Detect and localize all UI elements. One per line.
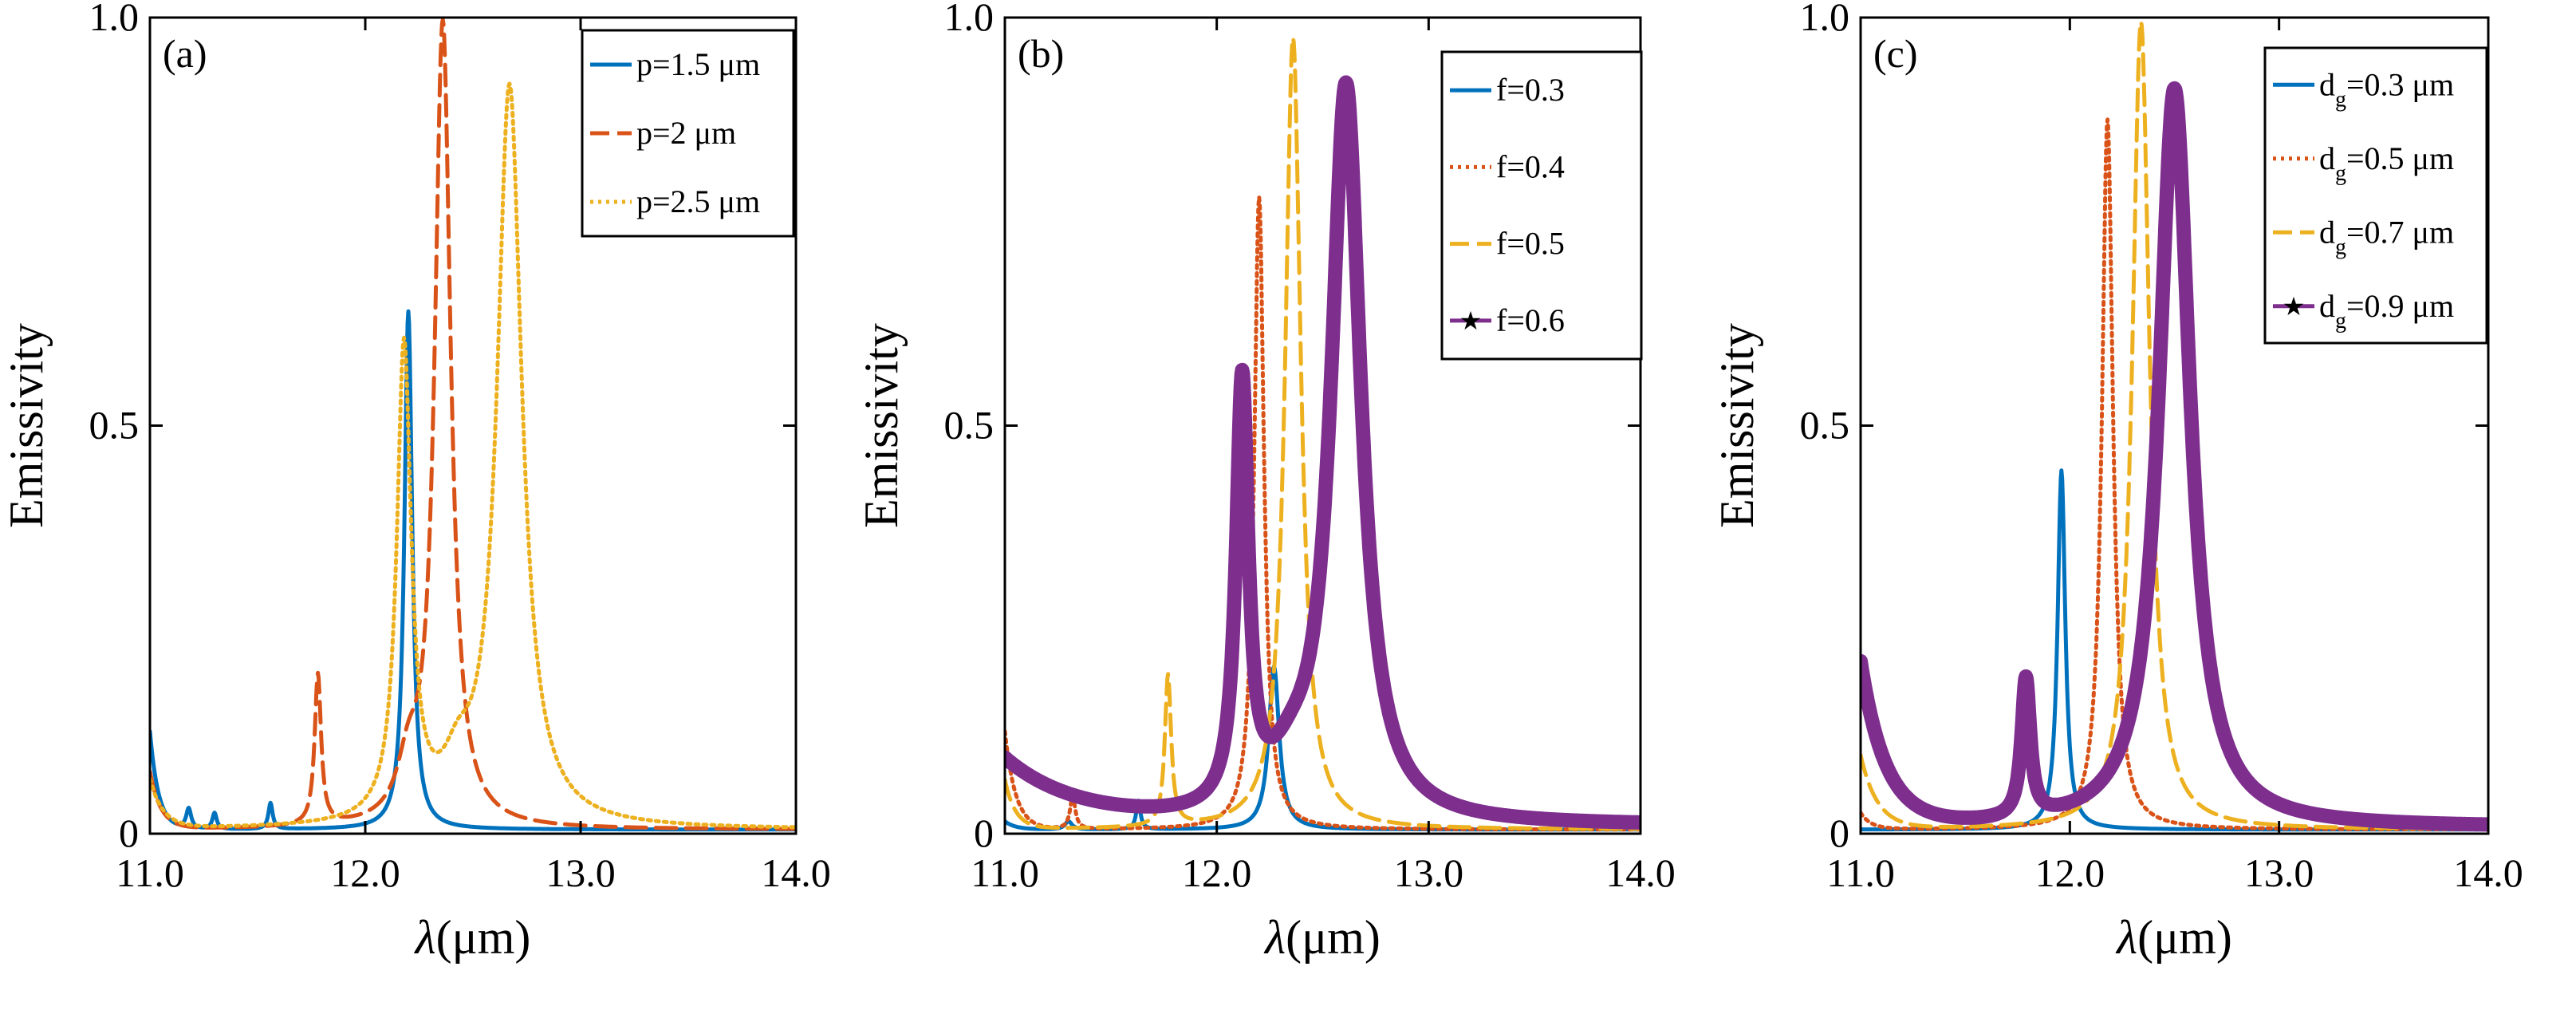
y-tick-label: 0 [1830, 811, 1849, 855]
series-line-3 [1005, 35, 1641, 831]
series-line-2 [1005, 195, 1641, 832]
legend-label: f=0.3 [1496, 72, 1565, 108]
x-tick-label: 12.0 [2035, 850, 2105, 895]
x-tick-label: 13.0 [1394, 850, 1464, 895]
y-axis-title: Emissivity [855, 323, 908, 528]
legend-box [2263, 46, 2488, 345]
x-tick-label: 13.0 [2244, 850, 2314, 895]
y-tick-label: 1.0 [89, 0, 140, 39]
x-tick-label: 12.0 [330, 850, 400, 895]
series-line-1 [1861, 468, 2488, 832]
legend-label: dg=0.7 μm [2319, 214, 2454, 259]
panel-label: (a) [163, 31, 207, 76]
legend-label: p=2 μm [636, 115, 736, 151]
series-line-4 [1005, 75, 1641, 830]
chart-panel-3: 11.0 12.0 13.0 14.0 0 0.5 1.0 λ(μm) Emissivity (c… [1711, 0, 2523, 964]
legend-label: f=0.6 [1496, 302, 1565, 338]
y-tick-label: 0.5 [1800, 403, 1850, 448]
legend-star-marker: ★ [1459, 306, 1483, 335]
x-tick-label: 14.0 [1605, 850, 1676, 895]
series-line-2 [150, 18, 796, 831]
legend: p=1.5 μm p=2 μm p=2.5 μm [581, 29, 795, 238]
legend-star-marker: ★ [2283, 292, 2306, 321]
legend-label: p=1.5 μm [636, 46, 760, 82]
panel-label: (b) [1018, 31, 1064, 76]
plot-area [1005, 35, 1641, 832]
x-axis-title: λ(μm) [1263, 911, 1381, 964]
x-tick-label: 14.0 [2453, 850, 2523, 895]
x-tick-label: 13.0 [546, 850, 616, 895]
legend-label: dg=0.5 μm [2319, 140, 2454, 186]
legend: dg=0.3 μm dg=0.5 μm dg=0.7 μm ★ dg=0.9 μm [2263, 46, 2488, 345]
legend-label: dg=0.9 μm [2319, 288, 2454, 333]
y-tick-label: 1.0 [1800, 0, 1850, 39]
x-axis-title: λ(μm) [2115, 911, 2232, 964]
panels-container: 11.0 12.0 13.0 14.0 0 0.5 1.0 λ(μm) Emissivity (a… [0, 0, 2523, 964]
y-axis-title: Emissivity [1711, 323, 1763, 528]
panel-label: (c) [1873, 31, 1918, 76]
x-tick-label: 11.0 [1826, 850, 1895, 895]
series-line-3 [150, 81, 796, 830]
y-tick-label: 0 [974, 811, 994, 855]
legend-box [1440, 50, 1643, 361]
x-tick-label: 14.0 [761, 850, 831, 895]
y-tick-label: 0.5 [89, 403, 140, 448]
plot-area [1861, 19, 2488, 832]
y-tick-label: 0.5 [944, 403, 995, 448]
series-line-4 [1861, 81, 2488, 832]
legend: f=0.3 f=0.4 f=0.5 ★ f=0.6 [1440, 50, 1643, 361]
legend-label: f=0.4 [1496, 148, 1565, 184]
legend-label: f=0.5 [1496, 226, 1565, 262]
y-tick-label: 0 [119, 811, 139, 855]
chart-panel-1: 11.0 12.0 13.0 14.0 0 0.5 1.0 λ(μm) Emissivity (a… [0, 0, 831, 964]
legend-label: p=2.5 μm [636, 183, 760, 219]
y-tick-label: 1.0 [944, 0, 995, 39]
x-tick-label: 11.0 [971, 850, 1039, 895]
x-tick-label: 11.0 [116, 850, 184, 895]
x-axis-title: λ(μm) [414, 911, 531, 964]
legend-label: dg=0.3 μm [2319, 66, 2454, 112]
x-tick-label: 12.0 [1182, 850, 1252, 895]
chart-panel-2: 11.0 12.0 13.0 14.0 0 0.5 1.0 λ(μm) Emissivity (b… [855, 0, 1676, 964]
y-axis-title: Emissivity [0, 323, 53, 528]
plot-area [150, 18, 796, 832]
